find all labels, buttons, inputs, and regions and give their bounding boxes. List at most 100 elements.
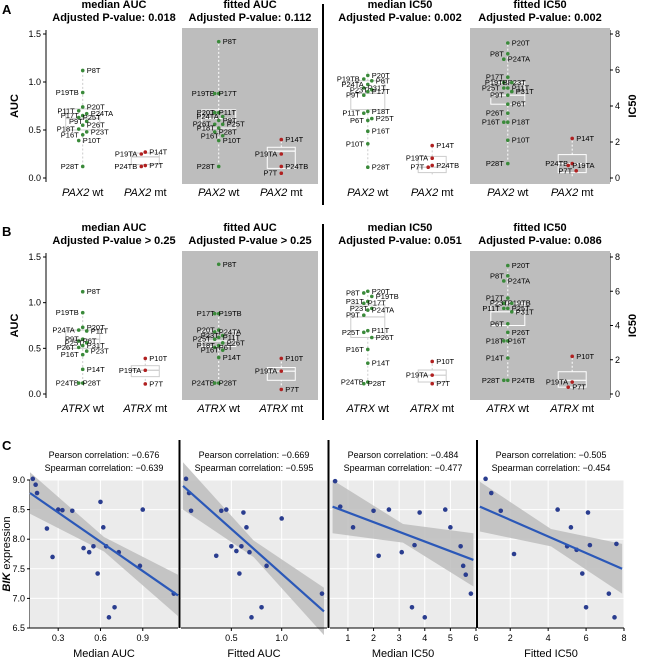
point-label: P18T — [197, 124, 215, 133]
y-tick-label-right: 8 — [615, 252, 620, 262]
point-label: P28T — [61, 162, 79, 171]
regression-line — [332, 505, 474, 561]
data-point — [566, 163, 570, 168]
data-point — [506, 75, 510, 79]
scatter-point — [34, 490, 40, 496]
data-point — [366, 89, 370, 94]
scatter-point — [412, 542, 417, 548]
point-label: P8T — [223, 37, 237, 46]
point-label: P19TA — [572, 161, 594, 170]
data-point — [216, 126, 221, 130]
data-point — [84, 341, 89, 345]
box — [417, 155, 447, 174]
point-label: P16T — [508, 336, 526, 345]
c-x-tick-label: 2 — [371, 633, 376, 643]
data-point — [502, 279, 506, 283]
scatter-point — [44, 526, 50, 531]
data-point — [430, 156, 435, 160]
category-label: ATRX mt — [409, 403, 454, 415]
subpanel-title: median IC50 — [368, 0, 433, 11]
data-point — [212, 122, 217, 127]
c-x-tick-label: 6 — [473, 633, 478, 643]
point-label: P10T — [149, 354, 167, 363]
panel-label-b: B — [2, 224, 11, 239]
data-point — [366, 347, 370, 352]
point-label: P6T — [83, 337, 97, 346]
point-label: P8T — [490, 49, 504, 58]
data-point — [279, 137, 284, 142]
data-point — [216, 328, 221, 332]
point-label: P6T — [219, 343, 233, 352]
point-label: P23T — [91, 347, 109, 356]
scatter-point — [579, 571, 585, 576]
data-point — [502, 80, 506, 85]
subpanel-title: fitted AUC — [223, 222, 276, 234]
scatter-point — [140, 507, 146, 512]
point-label: P28T — [486, 159, 504, 168]
point-label: P19TA — [255, 150, 277, 159]
point-label: P19TA — [406, 154, 428, 163]
scatter-point — [259, 604, 264, 610]
data-point — [220, 122, 225, 127]
point-label: P19TA — [119, 366, 141, 375]
point-label: P20T — [512, 39, 530, 48]
scatter-point — [244, 525, 249, 530]
data-point — [216, 355, 221, 360]
subpanel-title: fitted IC50 — [513, 222, 566, 234]
scatter-point — [458, 544, 463, 549]
scatter-point — [612, 615, 617, 620]
point-label: P11T — [223, 333, 241, 342]
c-x-tick-label: 1.0 — [275, 633, 288, 643]
point-label: P17T — [61, 111, 79, 120]
point-label: P14T — [87, 365, 105, 374]
point-label: P16T — [201, 131, 219, 140]
data-point — [143, 356, 148, 361]
point-label: P14T — [436, 141, 454, 150]
scatter-point — [337, 504, 343, 509]
data-point — [570, 136, 574, 141]
data-point — [139, 152, 144, 156]
point-label: P6T — [350, 116, 364, 125]
point-label: P14T — [149, 148, 167, 157]
category-label: PAX2 wt — [62, 187, 103, 199]
data-point — [84, 130, 89, 134]
data-point — [80, 68, 85, 73]
point-label: P28T — [482, 376, 500, 385]
box — [350, 304, 386, 338]
data-point — [279, 356, 284, 361]
c-x-tick-label: 2 — [508, 633, 513, 643]
c-y-tick-label: 6.5 — [12, 623, 25, 633]
subpanel-subtitle: Adjusted P-value: 0.051 — [338, 235, 462, 247]
point-label: P23T — [350, 85, 368, 94]
data-point — [506, 138, 510, 142]
point-label: P14T — [285, 135, 303, 144]
scatter-point — [213, 553, 219, 559]
point-label: P16T — [201, 346, 219, 355]
data-point — [570, 161, 574, 166]
data-point — [502, 339, 506, 343]
y-tick-label-right: 4 — [615, 321, 620, 331]
regression-line — [479, 505, 623, 570]
data-point — [216, 110, 221, 115]
point-label: P24TA — [508, 55, 530, 64]
scatter-point — [442, 507, 448, 512]
point-label: P24TA — [196, 112, 218, 121]
point-label: P24TA — [508, 276, 530, 285]
spearman-correlation: Spearman correlation: −0.639 — [45, 463, 164, 473]
data-point — [502, 378, 506, 383]
data-point — [279, 369, 284, 373]
y-tick-label-right: 2 — [615, 137, 620, 147]
point-label: P19TA — [406, 371, 428, 380]
point-label: P16T — [482, 118, 500, 127]
category-label: PAX2 mt — [124, 187, 167, 199]
data-point — [506, 93, 510, 97]
point-label: P26T — [512, 328, 530, 337]
point-label: P24TB — [192, 379, 215, 388]
data-point — [216, 138, 221, 143]
scatter-point — [463, 572, 469, 578]
scatter-point — [239, 544, 244, 549]
data-point — [506, 330, 510, 335]
data-point — [506, 102, 510, 106]
scatter-point — [498, 508, 504, 514]
spearman-correlation: Spearman correlation: −0.477 — [344, 463, 463, 473]
